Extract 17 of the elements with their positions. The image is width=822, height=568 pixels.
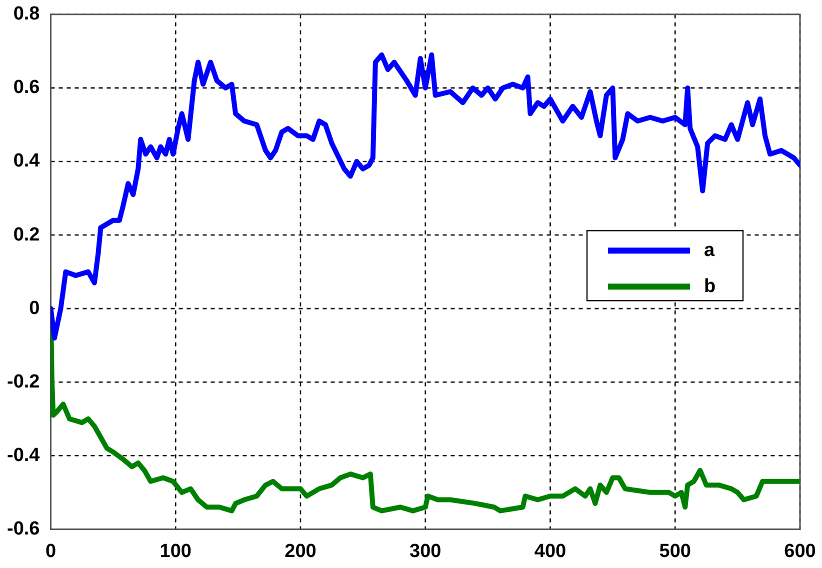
x-tick-label: 500 — [659, 540, 691, 562]
x-tick-label: 400 — [534, 540, 566, 562]
y-tick-label: 0.4 — [13, 150, 40, 172]
legend-label: b — [704, 276, 716, 297]
x-tick-label: 600 — [784, 540, 816, 562]
x-tick-label: 300 — [410, 540, 442, 562]
y-tick-label: 0 — [29, 298, 40, 319]
y-tick-label: -0.4 — [6, 444, 40, 466]
x-tick-label: 0 — [45, 540, 56, 562]
legend-label: a — [704, 240, 715, 261]
x-tick-label: 200 — [284, 540, 316, 562]
y-tick-label: -0.6 — [6, 518, 40, 540]
y-tick-label: 0.6 — [13, 77, 40, 98]
y-tick-label: 0.2 — [13, 224, 40, 246]
y-tick-label: -0.2 — [6, 371, 40, 392]
x-tick-label: 100 — [160, 540, 192, 562]
y-tick-label: 0.8 — [13, 4, 40, 25]
